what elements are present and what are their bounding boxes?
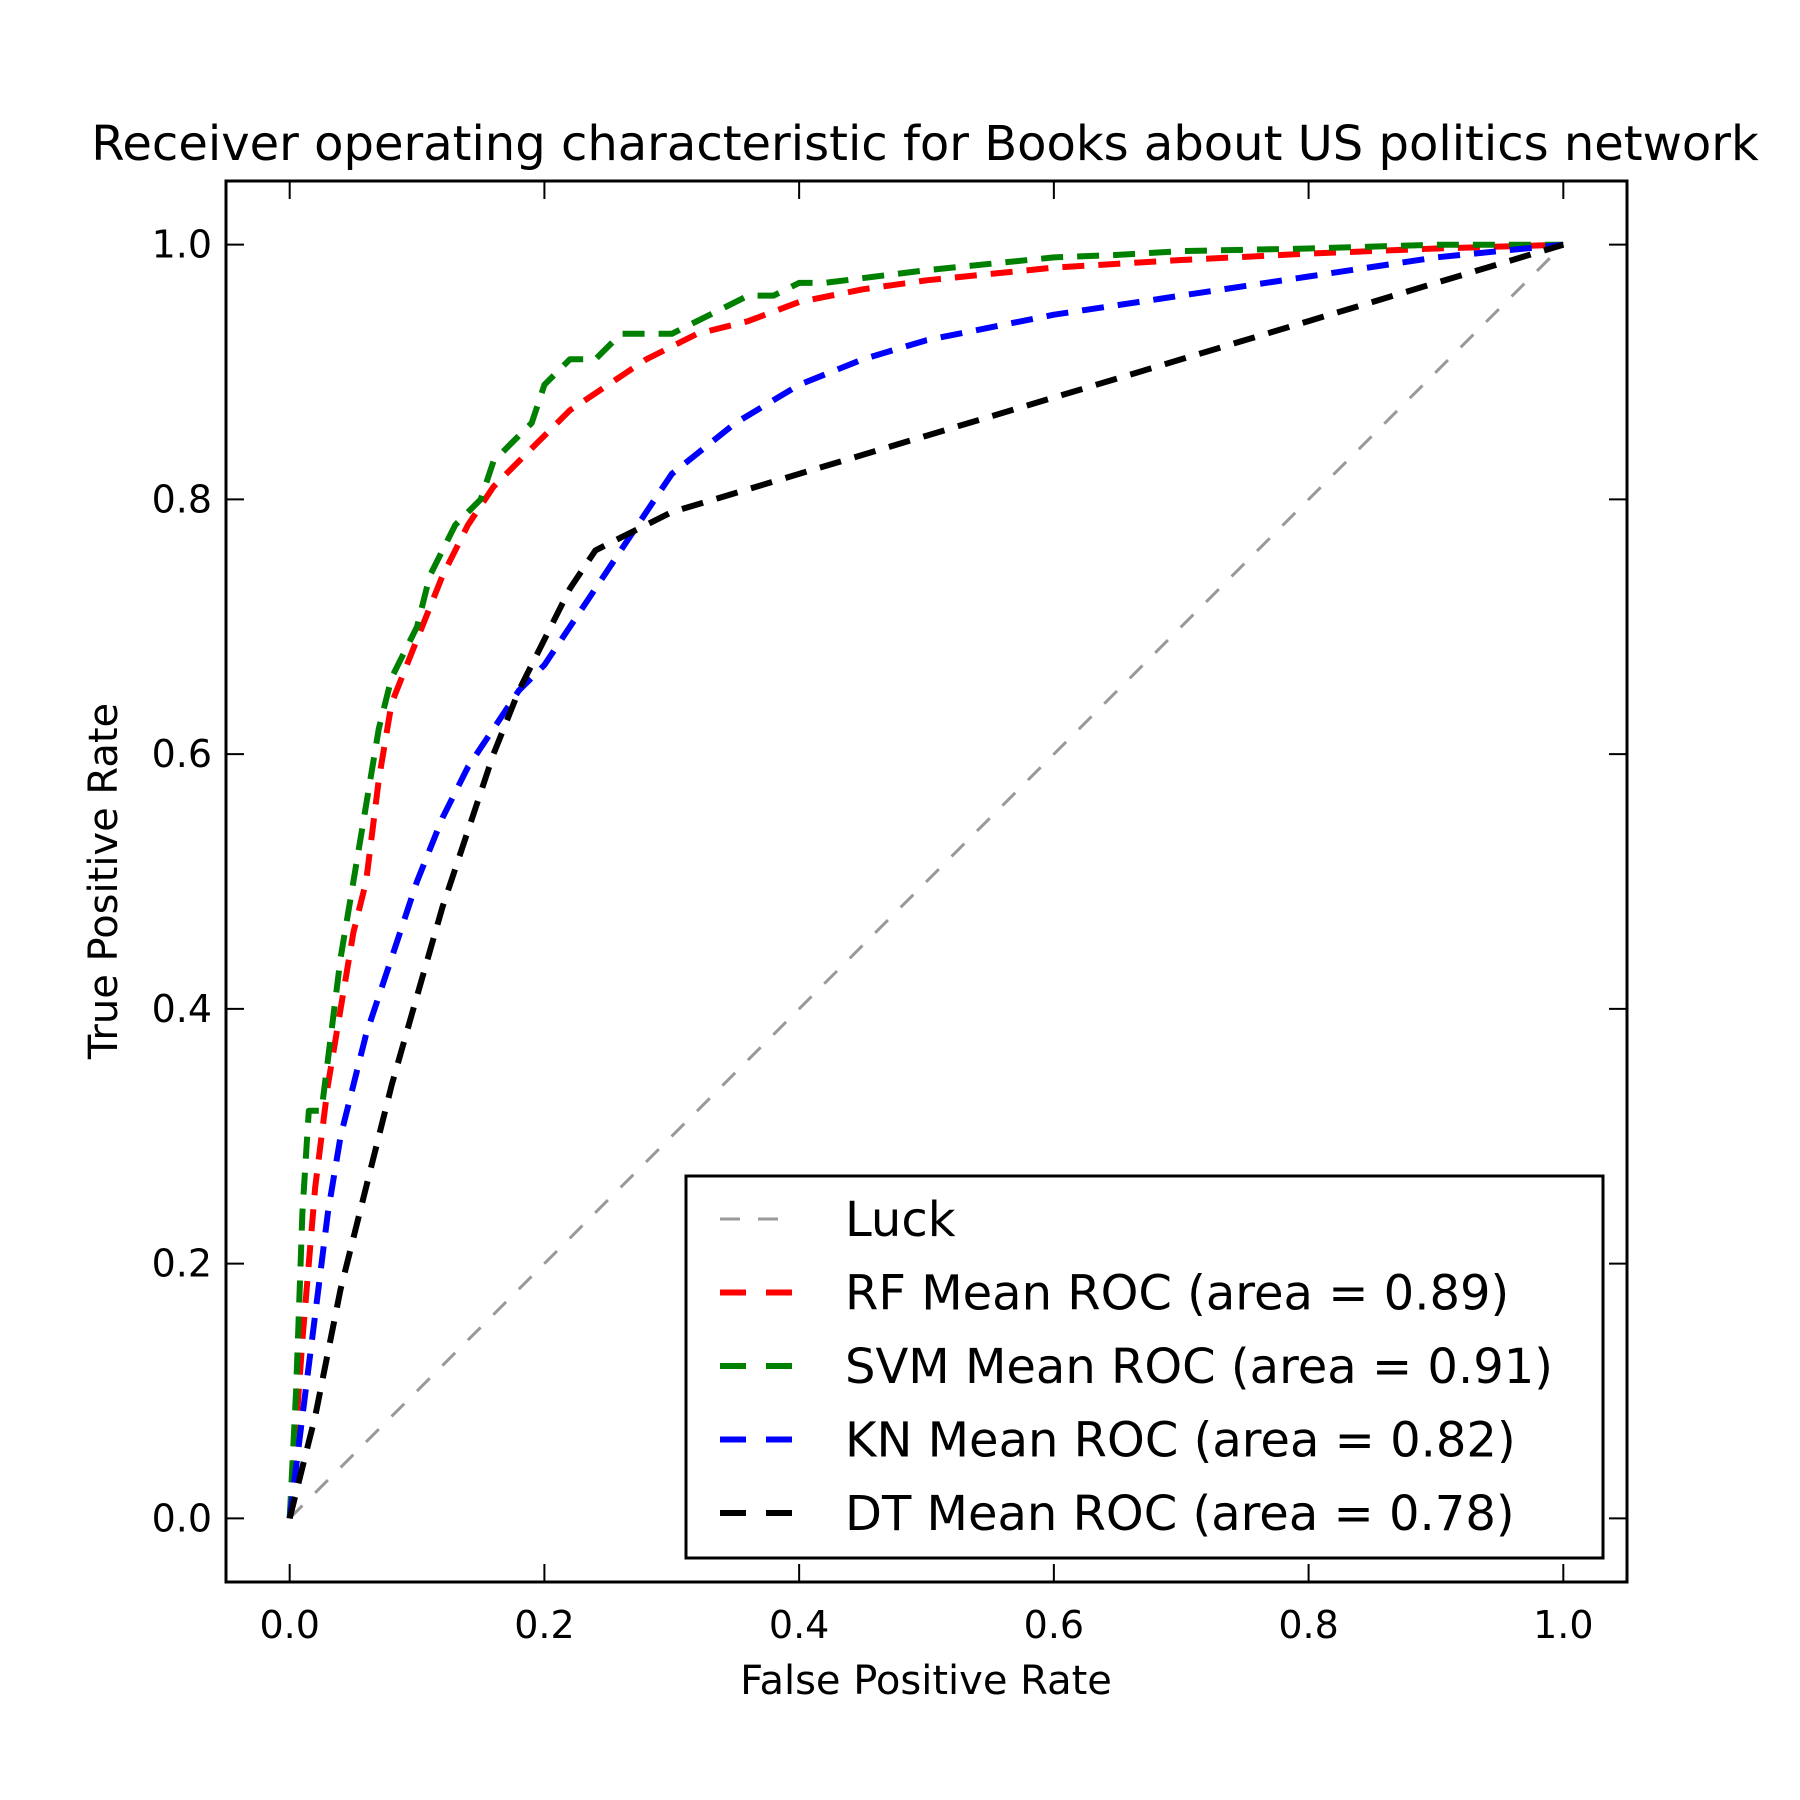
- y-axis-label: True Positive Rate: [81, 703, 127, 1060]
- series-line-0: [288, 243, 1565, 1520]
- series-line-4: [286, 241, 1565, 1520]
- series-line-2: [286, 241, 1564, 1519]
- legend-label-3: KN Mean ROC (area = 0.82): [845, 1413, 1516, 1469]
- legend-label-2: SVM Mean ROC (area = 0.91): [845, 1339, 1553, 1395]
- y-tick-label: 1.0: [152, 223, 212, 267]
- y-tick-label: 0.6: [152, 732, 212, 776]
- axis-ticks: [226, 181, 1627, 1582]
- y-tick-label: 0.8: [152, 477, 212, 521]
- chart-title: Receiver operating characteristic for Bo…: [91, 116, 1759, 172]
- x-tick-label: 0.0: [259, 1603, 319, 1647]
- legend-label-0: Luck: [845, 1192, 956, 1248]
- x-tick-label: 0.4: [769, 1603, 829, 1647]
- series-line-1: [286, 241, 1564, 1519]
- legend-label-4: DT Mean ROC (area = 0.78): [845, 1486, 1515, 1542]
- legend-box: [684, 1174, 1605, 1560]
- legend-entries: Luck RF Mean ROC (area = 0.89) SVM Mean RO…: [720, 1192, 1553, 1542]
- x-tick-label: 1.0: [1533, 1603, 1593, 1647]
- y-tick-label: 0.0: [152, 1496, 212, 1540]
- tick-labels: 0.0 0.2 0.4 0.6 0.8 1.0 0.0 0.2 0.4 0.6 0.8 1.0: [152, 223, 1594, 1647]
- x-tick-label: 0.6: [1024, 1603, 1084, 1647]
- legend: Luck RF Mean ROC (area = 0.89) SVM Mean RO…: [684, 1174, 1605, 1560]
- plot-frame: [224, 179, 1629, 1584]
- x-axis-label: False Positive Rate: [740, 1658, 1112, 1704]
- y-tick-label: 0.4: [152, 987, 212, 1031]
- x-tick-label: 0.8: [1278, 1603, 1338, 1647]
- legend-label-1: RF Mean ROC (area = 0.89): [845, 1266, 1509, 1322]
- x-tick-label: 0.2: [514, 1603, 574, 1647]
- series-line-3: [286, 241, 1564, 1519]
- plot-area: [286, 241, 1565, 1520]
- y-tick-label: 0.2: [152, 1242, 212, 1286]
